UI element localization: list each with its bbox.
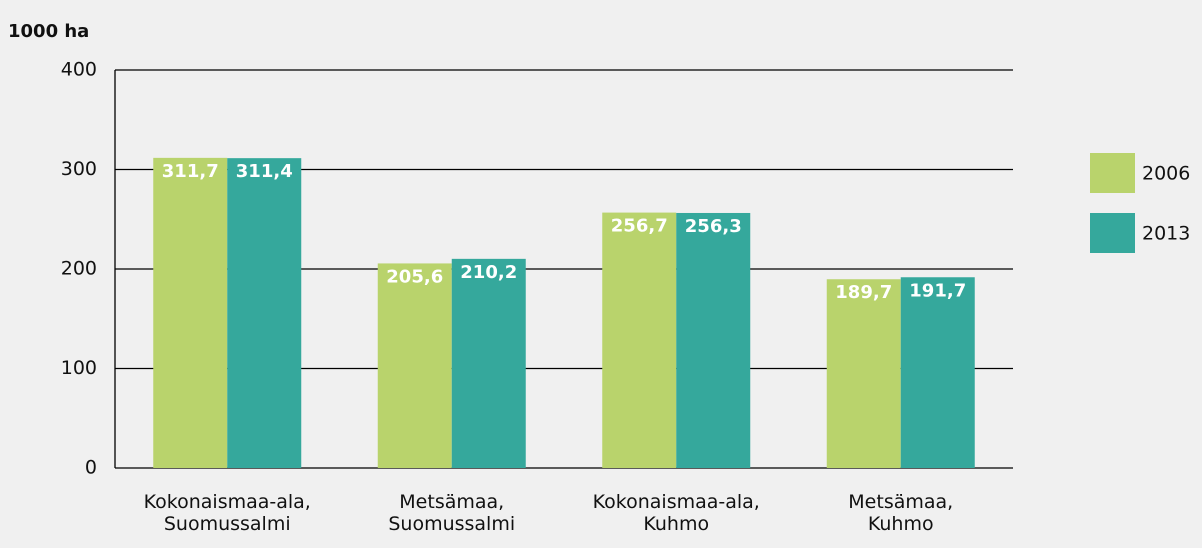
legend-label: 2006 — [1142, 163, 1190, 185]
y-tick-label: 100 — [61, 357, 97, 379]
bar — [451, 258, 526, 468]
y-tick-label: 300 — [61, 158, 97, 180]
x-tick-label: Metsämaa, Suomussalmi — [388, 491, 515, 535]
bar — [602, 212, 677, 468]
x-tick-label-line: Kuhmo — [868, 513, 934, 535]
x-tick-label: Kokonaismaa-ala, Kuhmo — [593, 491, 760, 535]
value-label: 311,7 — [162, 161, 219, 182]
x-tick-label-line: Metsämaa, — [399, 491, 504, 513]
legend-swatch — [1090, 153, 1135, 193]
value-label: 256,7 — [611, 216, 668, 237]
bar — [900, 277, 975, 468]
x-tick-label: Metsämaa, Kuhmo — [848, 491, 953, 535]
value-label: 256,3 — [685, 216, 742, 237]
x-tick-label-line: Suomussalmi — [164, 513, 291, 535]
bar — [826, 279, 901, 468]
bar — [153, 157, 228, 468]
legend-label: 2013 — [1142, 223, 1190, 245]
x-tick-label-line: Metsämaa, — [848, 491, 953, 513]
x-tick-label-line: Kokonaismaa-ala, — [593, 491, 760, 513]
legend-swatch — [1090, 213, 1135, 253]
value-label: 191,7 — [909, 280, 966, 301]
value-label: 311,4 — [236, 161, 293, 182]
y-axis-label: 1000 ha — [8, 21, 89, 42]
y-tick-label: 400 — [61, 59, 97, 81]
bar — [227, 158, 302, 469]
y-tick-label: 200 — [61, 258, 97, 280]
x-tick-label: Kokonaismaa-ala, Suomussalmi — [144, 491, 311, 535]
bar — [676, 212, 751, 468]
value-label: 210,2 — [460, 262, 517, 283]
value-label: 205,6 — [386, 266, 443, 287]
y-tick-label: 0 — [85, 457, 97, 479]
x-tick-label-line: Kuhmo — [643, 513, 709, 535]
bar — [377, 263, 452, 468]
x-tick-label-line: Kokonaismaa-ala, — [144, 491, 311, 513]
value-label: 189,7 — [835, 282, 892, 303]
x-tick-label-line: Suomussalmi — [388, 513, 515, 535]
